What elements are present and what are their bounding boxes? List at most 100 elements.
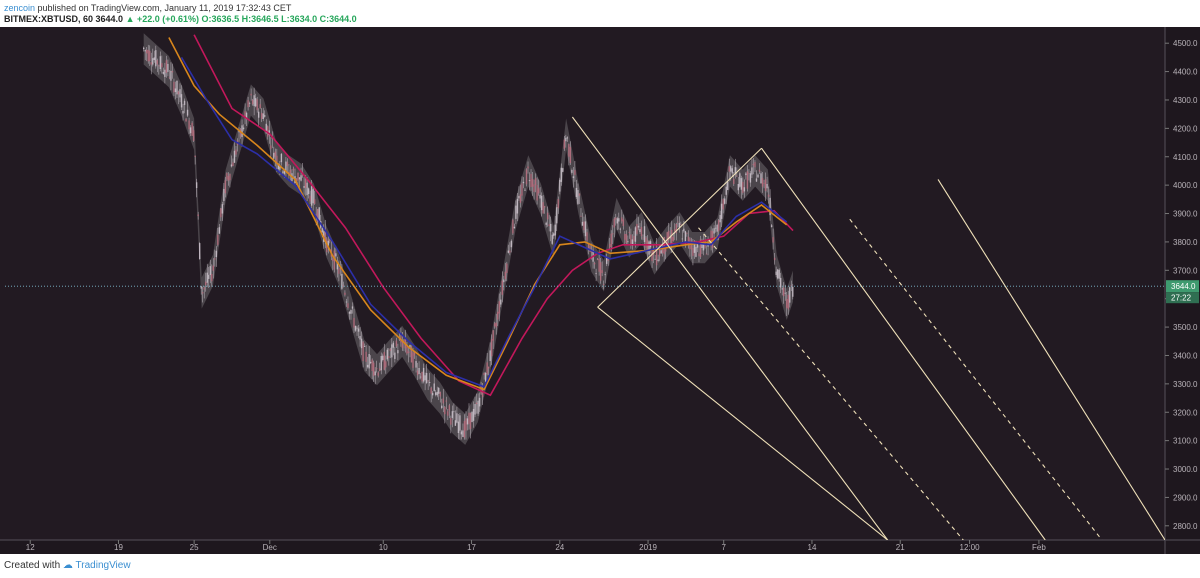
candle-body [686,232,688,234]
candle-body [631,239,634,246]
price-chart[interactable]: 4500.0 4400.0 4300.0 4200.0 4100.0 4000.0 3900… [0,27,1200,554]
y-tick-label: 3100.0 [1173,437,1198,446]
candle-body [245,112,248,119]
candle-body [430,387,432,394]
candle-body [711,231,714,249]
candle-body [397,350,399,354]
candle-body [684,231,687,244]
candle-body [388,356,390,359]
chart-area[interactable]: 4500.0 4400.0 4300.0 4200.0 4100.0 4000.0 3900… [0,27,1200,554]
candle-body [512,219,514,234]
published-text: published on TradingView.com, January 11… [37,3,292,13]
candle-body [341,273,343,289]
candle-body [474,404,476,415]
candle-body [347,303,349,308]
candle-body [444,406,446,415]
candle-body [238,131,240,133]
candle-body [447,411,449,416]
candle-body [329,239,331,242]
candle-body [495,322,497,328]
candle-body [242,127,245,130]
candle-body [509,250,511,253]
candle-body [619,228,622,230]
candle-body [202,292,204,294]
candle-body [164,69,166,77]
tradingview-brand[interactable]: TradingView [75,560,131,571]
candle-body [422,367,425,382]
candle-body [226,173,228,180]
candle-body [574,170,576,175]
candle-body [521,183,523,196]
candle-body [285,161,287,172]
candle-body [487,366,490,369]
candle-body [609,244,611,248]
candle-body [672,236,674,241]
candle-body [316,209,319,222]
candle-body [772,237,774,243]
candle-body [416,370,419,376]
candle-body [677,221,679,223]
candle-body [413,351,416,356]
candle-body [142,47,145,50]
x-tick-label: 14 [808,543,817,552]
candle-body [192,130,195,141]
y-tick-label: 3400.0 [1173,351,1198,360]
candle-body [698,253,700,257]
candle-body [556,207,558,224]
candle-body [519,194,522,203]
candle-body [261,112,263,120]
candle-body [616,218,618,224]
candle-body [501,280,503,295]
candle-body [681,238,684,240]
candle-body [264,115,266,117]
candle-body [528,180,531,182]
candle-body [265,123,267,134]
candle-body [372,362,375,376]
candle-body [214,258,216,260]
last-price-badge-label: 3644.0 [1171,282,1196,291]
candle-body [276,155,278,165]
candle-body [254,98,257,107]
candle-body [693,241,696,253]
candle-body [490,339,493,357]
candle-body [530,173,532,188]
candle-body [363,346,366,347]
candle-body [728,166,730,172]
x-tick-label: 12:00 [960,543,981,552]
candle-body [180,94,183,108]
candle-body [506,263,508,273]
candle-body [648,241,650,255]
price-change: ▲ +22.0 (+0.61%) [125,14,200,24]
candle-body [731,168,733,174]
y-tick-label: 3200.0 [1173,408,1198,417]
candle-body [734,167,736,175]
candle-body [431,392,434,396]
candle-body [578,193,581,196]
moving-average-line-1 [193,34,794,397]
candle-body [699,239,702,257]
candle-body [392,342,395,348]
candle-body [525,169,528,185]
candle-body [177,91,180,95]
symbol-info: BITMEX:XBTUSD, 60 3644.0 ▲ +22.0 (+0.61%… [4,14,357,24]
candle-body [783,287,785,297]
candle-body [283,169,286,174]
candle-body [613,218,615,228]
moving-average-line-3 [180,56,788,388]
candle-body [205,281,207,285]
candle-body [778,269,780,279]
candle-body [784,292,786,294]
last-price-badge [1166,280,1199,293]
candle-body [386,349,388,360]
candle-body [280,153,283,163]
candle-body [657,259,659,261]
candle-body [539,194,541,199]
candle-body [244,111,246,118]
candle-body [150,62,152,65]
candle-body [310,186,313,206]
candle-body [450,418,452,425]
author-link[interactable]: zencoin [4,3,36,13]
candle-body [713,228,715,234]
candle-body [705,253,708,255]
publish-info: zencoin published on TradingView.com, Ja… [4,3,291,13]
